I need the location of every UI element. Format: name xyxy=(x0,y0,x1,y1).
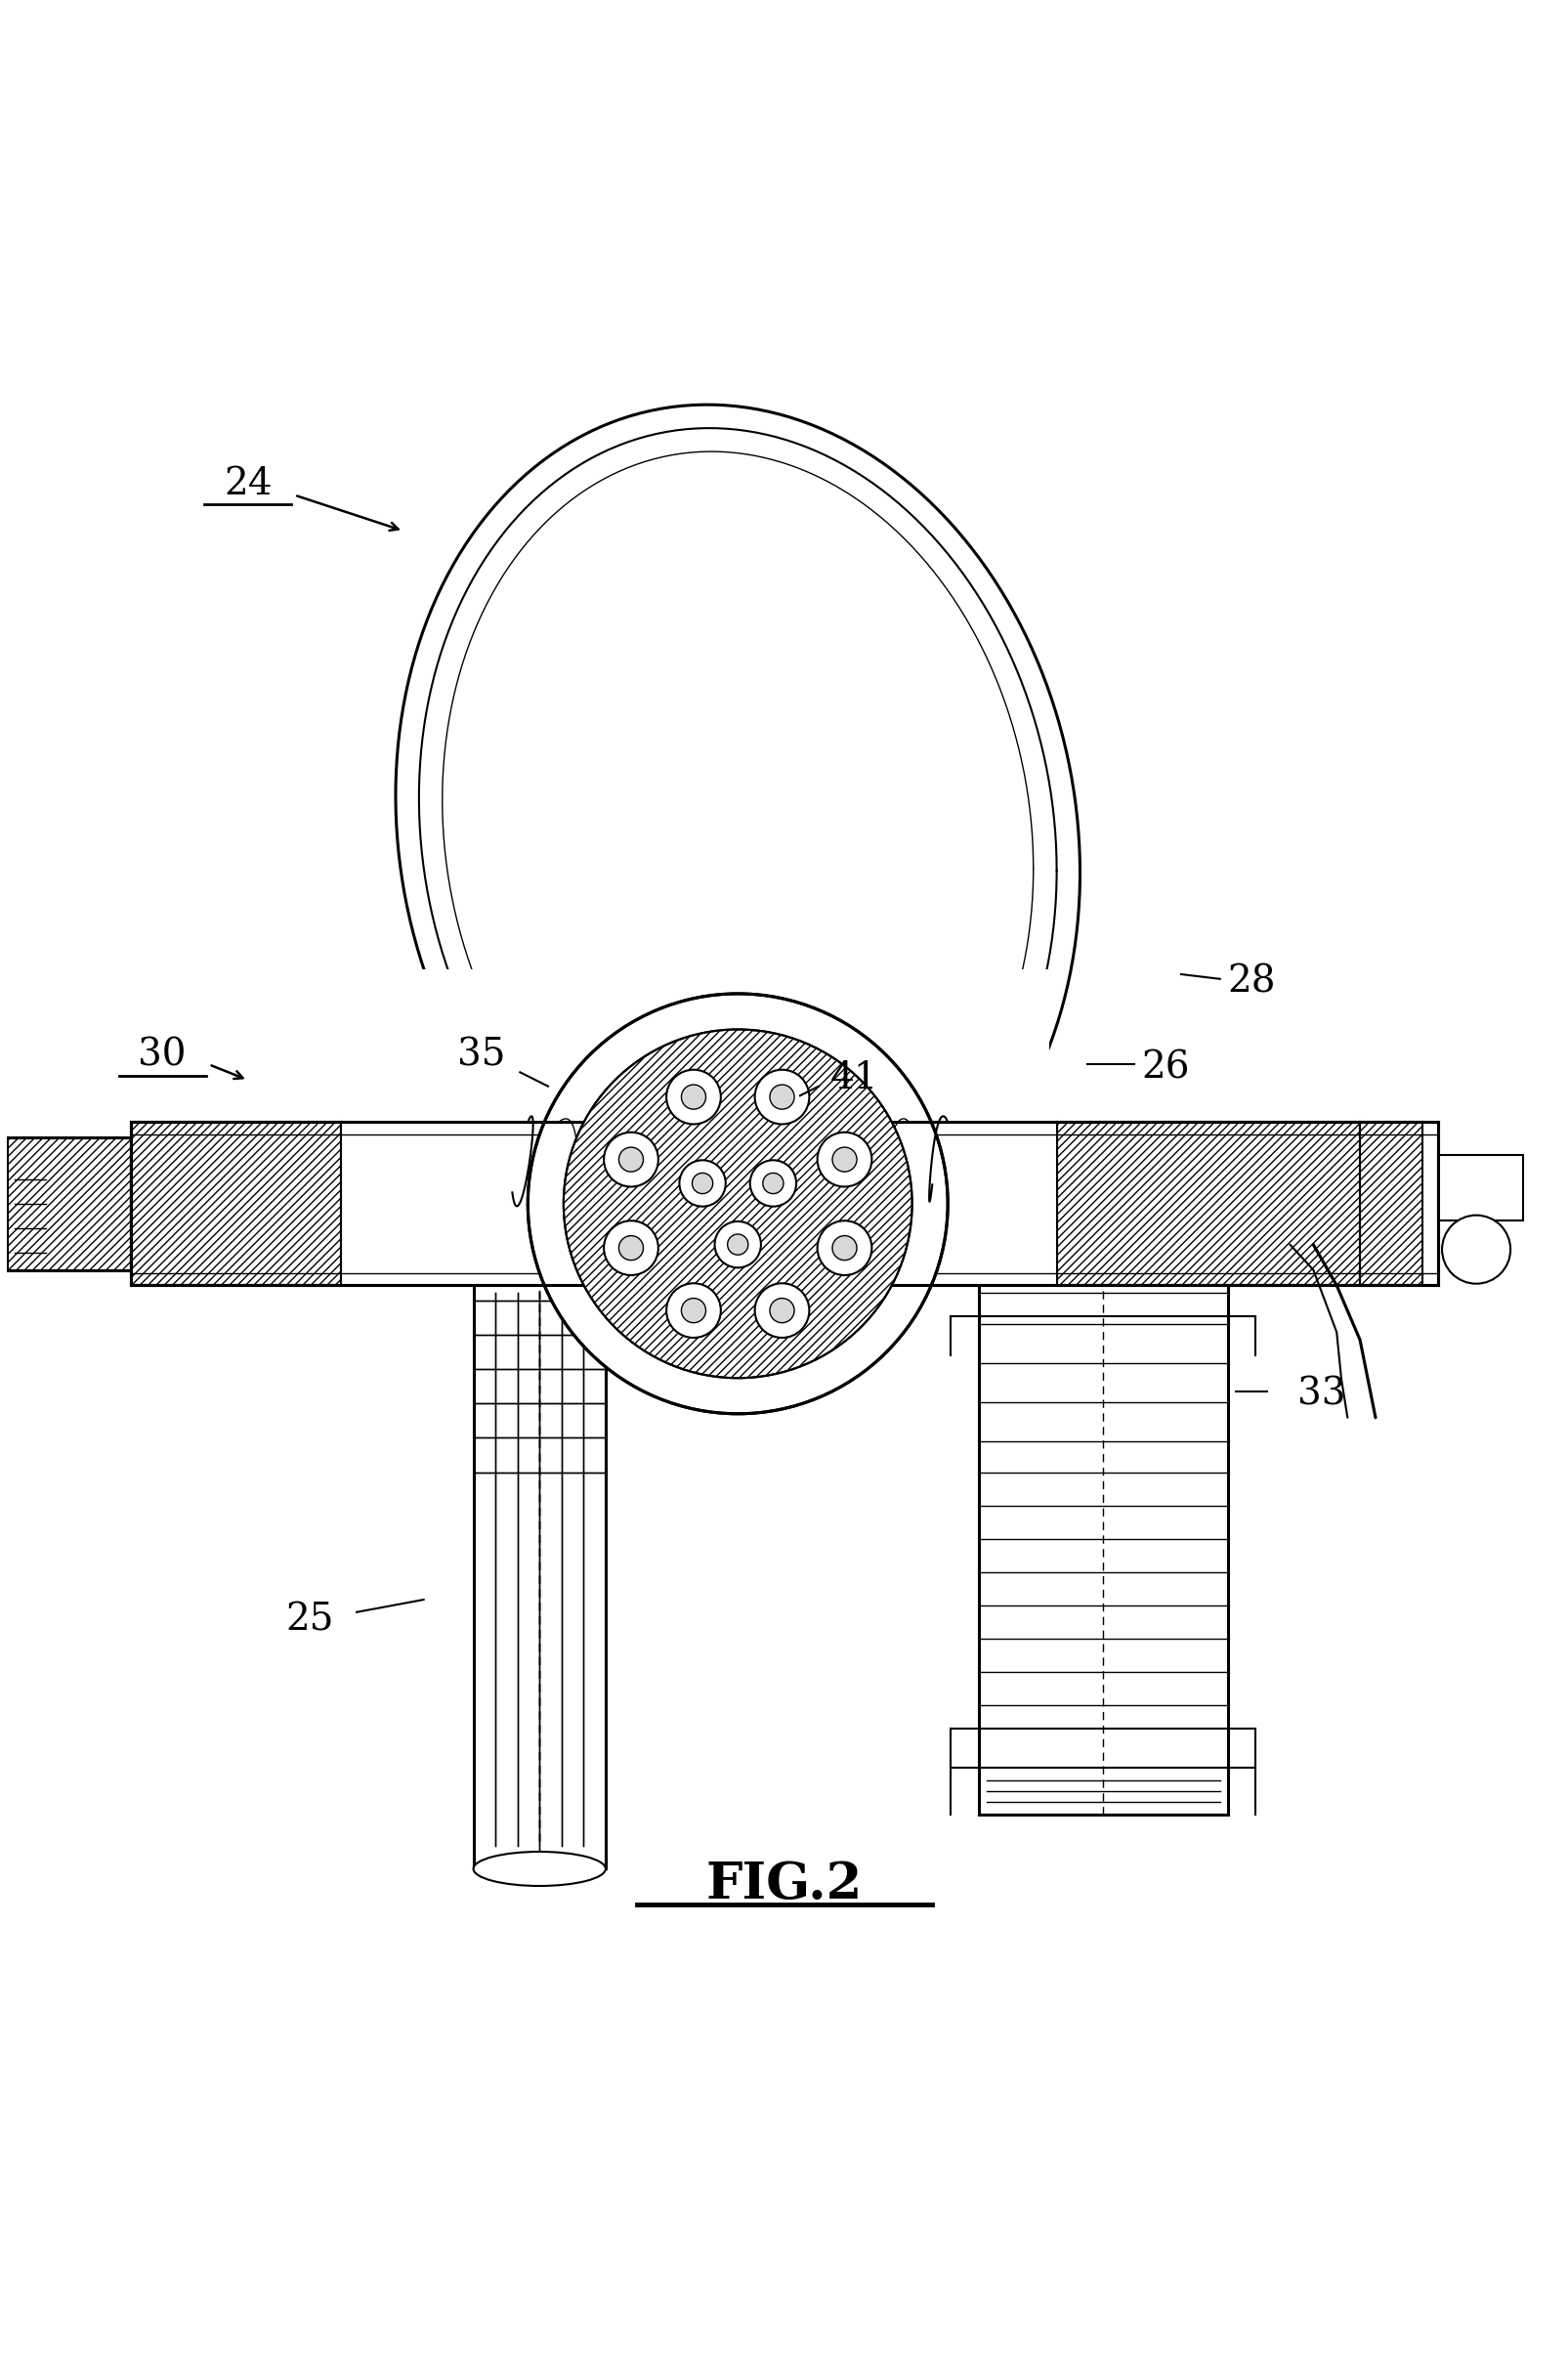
Circle shape xyxy=(666,1282,720,1339)
Circle shape xyxy=(618,1148,643,1172)
Ellipse shape xyxy=(474,1852,605,1885)
Text: 41: 41 xyxy=(829,1061,878,1096)
Circle shape xyxy=(604,1221,659,1275)
Text: 25: 25 xyxy=(285,1602,334,1638)
Text: 26: 26 xyxy=(1140,1049,1189,1085)
Circle shape xyxy=(754,1282,809,1339)
Bar xyxy=(340,1122,1055,1285)
Circle shape xyxy=(817,1221,872,1275)
Text: 30: 30 xyxy=(138,1038,187,1073)
Bar xyxy=(132,1122,340,1285)
Circle shape xyxy=(679,1160,724,1207)
Text: 28: 28 xyxy=(1226,965,1275,1000)
Circle shape xyxy=(728,1235,748,1254)
Circle shape xyxy=(750,1160,797,1207)
Circle shape xyxy=(691,1174,712,1193)
Circle shape xyxy=(604,1132,659,1186)
Circle shape xyxy=(715,1221,760,1268)
Bar xyxy=(6,1136,132,1271)
Circle shape xyxy=(817,1132,872,1186)
Circle shape xyxy=(681,1085,706,1108)
Bar xyxy=(348,969,1049,1125)
Circle shape xyxy=(666,1071,720,1125)
Circle shape xyxy=(527,993,947,1414)
Circle shape xyxy=(770,1085,793,1108)
Circle shape xyxy=(762,1174,782,1193)
Circle shape xyxy=(831,1148,856,1172)
Bar xyxy=(474,1285,605,1868)
Bar xyxy=(1055,1122,1359,1285)
Bar xyxy=(6,1136,132,1271)
Polygon shape xyxy=(442,452,1033,1217)
Bar xyxy=(1436,1155,1523,1221)
Bar xyxy=(0,1167,6,1195)
Text: 33: 33 xyxy=(1297,1377,1344,1412)
Text: 35: 35 xyxy=(456,1038,505,1073)
Circle shape xyxy=(1441,1214,1510,1285)
Bar xyxy=(978,1285,1228,1814)
Bar xyxy=(1359,1122,1421,1285)
Circle shape xyxy=(563,1028,911,1379)
Circle shape xyxy=(754,1071,809,1125)
Polygon shape xyxy=(527,998,947,1122)
Circle shape xyxy=(618,1235,643,1261)
Bar xyxy=(132,1122,1436,1285)
Circle shape xyxy=(681,1299,706,1322)
Text: FIG.2: FIG.2 xyxy=(706,1859,862,1908)
Bar xyxy=(132,1122,1436,1285)
Text: 24: 24 xyxy=(224,466,271,501)
Circle shape xyxy=(831,1235,856,1261)
Circle shape xyxy=(770,1299,793,1322)
